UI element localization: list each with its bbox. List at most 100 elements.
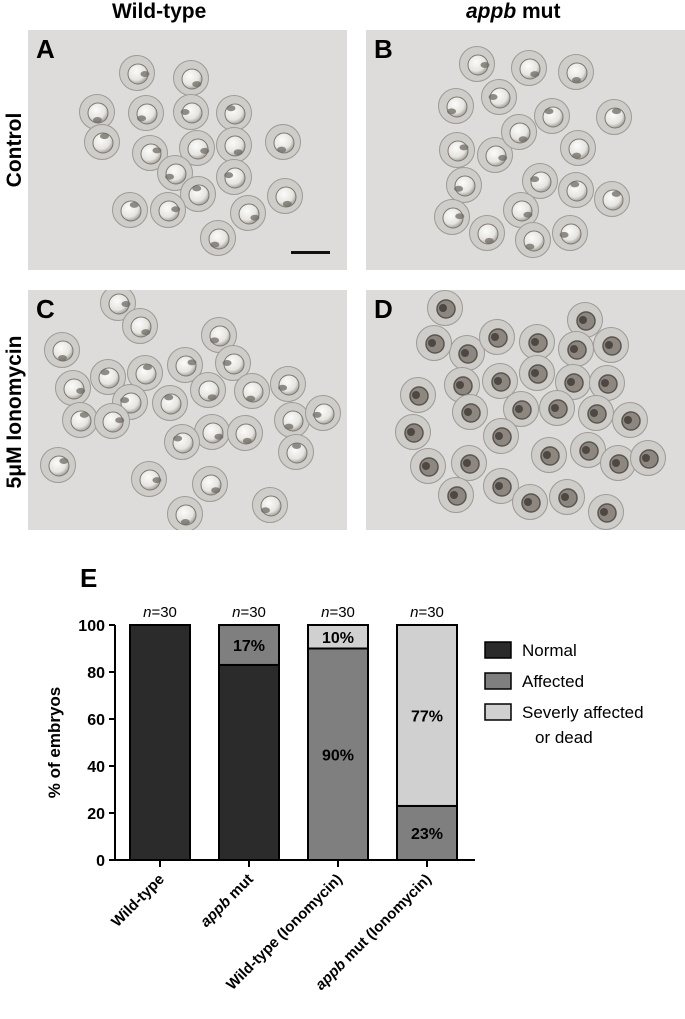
embryo <box>522 163 558 199</box>
embryo <box>446 167 482 203</box>
legend-label: Affected <box>522 672 584 691</box>
embryo <box>200 220 236 256</box>
embryo <box>438 88 474 124</box>
y-tick-label: 20 <box>87 806 105 823</box>
embryo <box>479 319 515 355</box>
embryo <box>519 355 555 391</box>
embryo <box>157 155 193 191</box>
legend-label-line2: or dead <box>535 728 593 747</box>
embryo <box>152 385 188 421</box>
embryo-field <box>79 55 303 256</box>
embryo <box>558 172 594 208</box>
embryo <box>167 496 203 530</box>
x-tick-label: appb mut <box>197 871 257 931</box>
embryo <box>252 487 288 523</box>
embryo <box>560 130 596 166</box>
embryo <box>558 54 594 90</box>
embryo <box>549 479 585 515</box>
embryo <box>173 94 209 130</box>
panel-c-image: C <box>28 290 347 530</box>
column-title-suffix: mut <box>516 0 561 23</box>
embryo <box>131 461 167 497</box>
embryo <box>438 477 474 513</box>
embryo <box>483 418 519 454</box>
embryo <box>305 395 341 431</box>
embryo <box>112 192 148 228</box>
embryo <box>515 222 551 258</box>
embryo <box>511 50 547 86</box>
embryo <box>558 331 594 367</box>
row-title-ionomycin: 5μM Ionomycin <box>3 335 26 489</box>
embryo <box>192 466 228 502</box>
embryo <box>180 176 216 212</box>
embryo <box>552 215 588 251</box>
embryo <box>531 437 567 473</box>
embryo <box>216 127 252 163</box>
bar-data-label: 90% <box>322 747 354 764</box>
bar-segment <box>396 804 458 861</box>
bar-data-label: 17% <box>233 638 265 655</box>
column-title-appb-mut: appb mut <box>466 0 561 24</box>
y-tick-label: 60 <box>87 712 105 729</box>
legend-swatch <box>484 703 512 721</box>
legend-label: Normal <box>522 641 577 660</box>
bar-segment <box>307 624 369 650</box>
embryo <box>265 124 301 160</box>
legend-swatch <box>484 641 512 659</box>
y-tick-label: 0 <box>96 853 105 870</box>
stacked-bar-chart: E 0 20 40 60 80 100 % of embryos n=30 Wild-type 17… <box>45 563 644 994</box>
embryo <box>534 98 570 134</box>
embryo <box>40 447 76 483</box>
embryo-field <box>40 290 341 530</box>
embryo <box>567 302 603 338</box>
n-label: n=30 <box>321 604 355 621</box>
embryo <box>588 494 624 530</box>
panel-d-image: D <box>366 290 685 530</box>
bar-segment <box>129 624 191 861</box>
panel-b-image: B <box>366 30 685 270</box>
panel-letter-e: E <box>80 563 97 593</box>
bar-segment <box>218 624 280 666</box>
embryo <box>483 468 519 504</box>
embryo <box>416 325 452 361</box>
embryo <box>173 60 209 96</box>
embryo <box>127 355 163 391</box>
embryo <box>267 178 303 214</box>
embryo <box>449 335 485 371</box>
embryo <box>278 434 314 470</box>
embryo <box>132 135 168 171</box>
column-title-gene: appb <box>466 0 517 23</box>
embryo <box>167 347 203 383</box>
embryo <box>570 432 606 468</box>
embryo <box>395 414 431 450</box>
y-tick-label: 80 <box>87 665 105 682</box>
embryo <box>539 390 575 426</box>
embryo <box>55 370 91 406</box>
embryo <box>593 327 629 363</box>
n-label: n=30 <box>143 604 177 621</box>
embryo <box>274 402 310 438</box>
embryo <box>44 332 80 368</box>
embryo <box>612 402 648 438</box>
embryo <box>90 359 126 395</box>
embryo <box>469 215 505 251</box>
embryo <box>164 424 200 460</box>
panel-letter-b: B <box>374 34 393 64</box>
panel-letter-d: D <box>374 294 393 324</box>
n-label: n=30 <box>232 604 266 621</box>
embryo <box>512 484 548 520</box>
embryo <box>84 124 120 160</box>
embryo <box>427 290 463 326</box>
bar-segment <box>396 624 458 807</box>
embryo <box>150 192 186 228</box>
embryo <box>234 373 270 409</box>
embryo <box>400 377 436 413</box>
embryo <box>481 79 517 115</box>
bar-data-label: 77% <box>411 708 443 725</box>
embryo <box>477 137 513 173</box>
embryo <box>596 99 632 135</box>
embryo <box>630 440 666 476</box>
y-tick-label: 100 <box>78 618 105 635</box>
embryo <box>578 395 614 431</box>
panel-a-image: A <box>28 30 347 270</box>
